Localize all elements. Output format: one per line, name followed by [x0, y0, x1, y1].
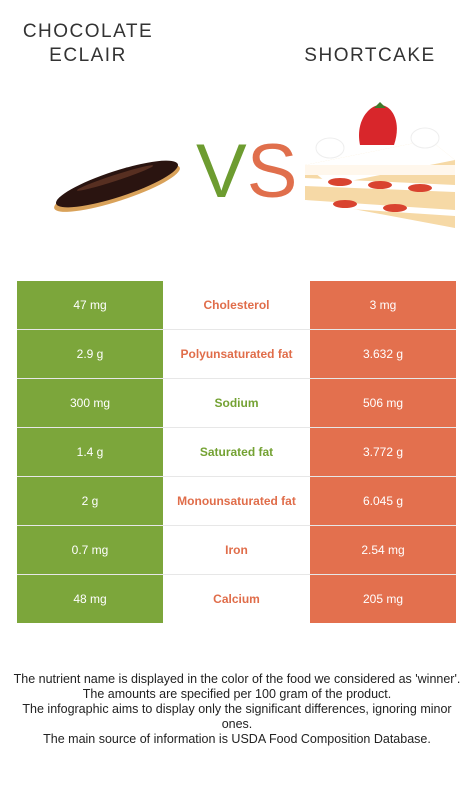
- vs-s: S: [246, 129, 298, 214]
- right-value: 3 mg: [310, 281, 456, 330]
- right-value: 3.772 g: [310, 427, 456, 477]
- left-value: 1.4 g: [17, 427, 163, 477]
- food-title-left: CHOCOLATE ECLAIR: [18, 20, 158, 68]
- nutrient-name: Monounsaturated fat: [163, 476, 310, 526]
- vs-label: VS: [196, 129, 297, 214]
- footer-line-2: The amounts are specified per 100 gram o…: [82, 687, 392, 701]
- right-value: 3.632 g: [310, 329, 456, 379]
- shortcake-image: [305, 102, 455, 228]
- right-value: 6.045 g: [310, 476, 456, 526]
- left-value: 2.9 g: [17, 329, 163, 379]
- food-title-left-line1: CHOCOLATE: [22, 21, 154, 42]
- comparison-table: 47 mg Cholesterol 3 mg 2.9 g Polyunsaturated…: [17, 281, 456, 623]
- table-row: 1.4 g Saturated fat 3.772 g: [17, 427, 456, 477]
- right-value: 2.54 mg: [310, 525, 456, 575]
- footer-line-3: The infographic aims to display only the…: [22, 702, 452, 731]
- nutrient-name: Polyunsaturated fat: [163, 329, 310, 379]
- footer-line-4: The main source of information is USDA F…: [43, 732, 431, 746]
- vs-v: V: [196, 129, 247, 214]
- food-title-right: SHORTCAKE: [304, 45, 436, 66]
- nutrient-name: Saturated fat: [163, 427, 310, 477]
- table-row: 48 mg Calcium 205 mg: [17, 574, 456, 623]
- nutrient-name: Cholesterol: [163, 281, 310, 330]
- left-value: 47 mg: [17, 281, 163, 330]
- left-value: 2 g: [17, 476, 163, 526]
- left-value: 0.7 mg: [17, 525, 163, 575]
- table-row: 2 g Monounsaturated fat 6.045 g: [17, 476, 456, 526]
- table-row: 47 mg Cholesterol 3 mg: [17, 281, 456, 330]
- footer-line-1: The nutrient name is displayed in the co…: [13, 672, 461, 686]
- right-value: 506 mg: [310, 378, 456, 428]
- left-value: 48 mg: [17, 574, 163, 623]
- table-row: 2.9 g Polyunsaturated fat 3.632 g: [17, 329, 456, 379]
- chocolate-eclair-image: [54, 160, 180, 212]
- right-value: 205 mg: [310, 574, 456, 623]
- table-row: 300 mg Sodium 506 mg: [17, 378, 456, 428]
- left-value: 300 mg: [17, 378, 163, 428]
- nutrient-name: Sodium: [163, 378, 310, 428]
- food-title-left-line2: ECLAIR: [49, 45, 127, 66]
- nutrient-name: Calcium: [163, 574, 310, 623]
- nutrient-name: Iron: [163, 525, 310, 575]
- table-row: 0.7 mg Iron 2.54 mg: [17, 525, 456, 575]
- footer-notes: The nutrient name is displayed in the co…: [10, 672, 464, 747]
